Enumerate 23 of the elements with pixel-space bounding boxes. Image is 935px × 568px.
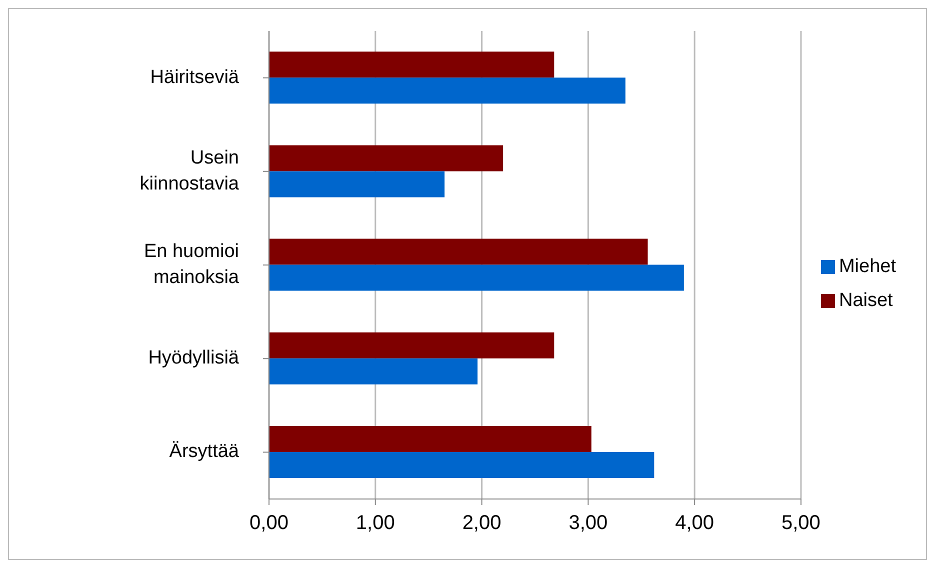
y-tick-label: Usein kiinnostavia	[140, 147, 240, 194]
x-tick-label: 2,00	[462, 512, 502, 534]
x-tick-label: 4,00	[675, 512, 714, 534]
bar	[269, 332, 554, 358]
bar	[269, 238, 648, 265]
bar	[269, 264, 684, 291]
bar	[269, 78, 626, 104]
x-tick-label: 5,00	[782, 512, 820, 534]
y-tick-label: En huomioi mainoksia	[144, 241, 240, 288]
bar	[269, 426, 592, 452]
y-tick-label: Ärsyttää	[169, 441, 240, 462]
y-tick-label: Häiritseviä	[150, 66, 240, 88]
bar	[269, 145, 504, 172]
x-tick-label: 3,00	[568, 512, 608, 534]
x-tick-label: 1,00	[356, 512, 395, 534]
bar	[269, 452, 654, 478]
legend-label: Naiset	[838, 290, 893, 311]
x-tick-label: 0,00	[250, 512, 288, 534]
bar	[269, 171, 445, 198]
bar	[269, 358, 478, 384]
legend-label: Miehet	[838, 256, 896, 277]
bar	[269, 52, 554, 78]
y-tick-label: Hyödyllisiä	[148, 348, 240, 369]
